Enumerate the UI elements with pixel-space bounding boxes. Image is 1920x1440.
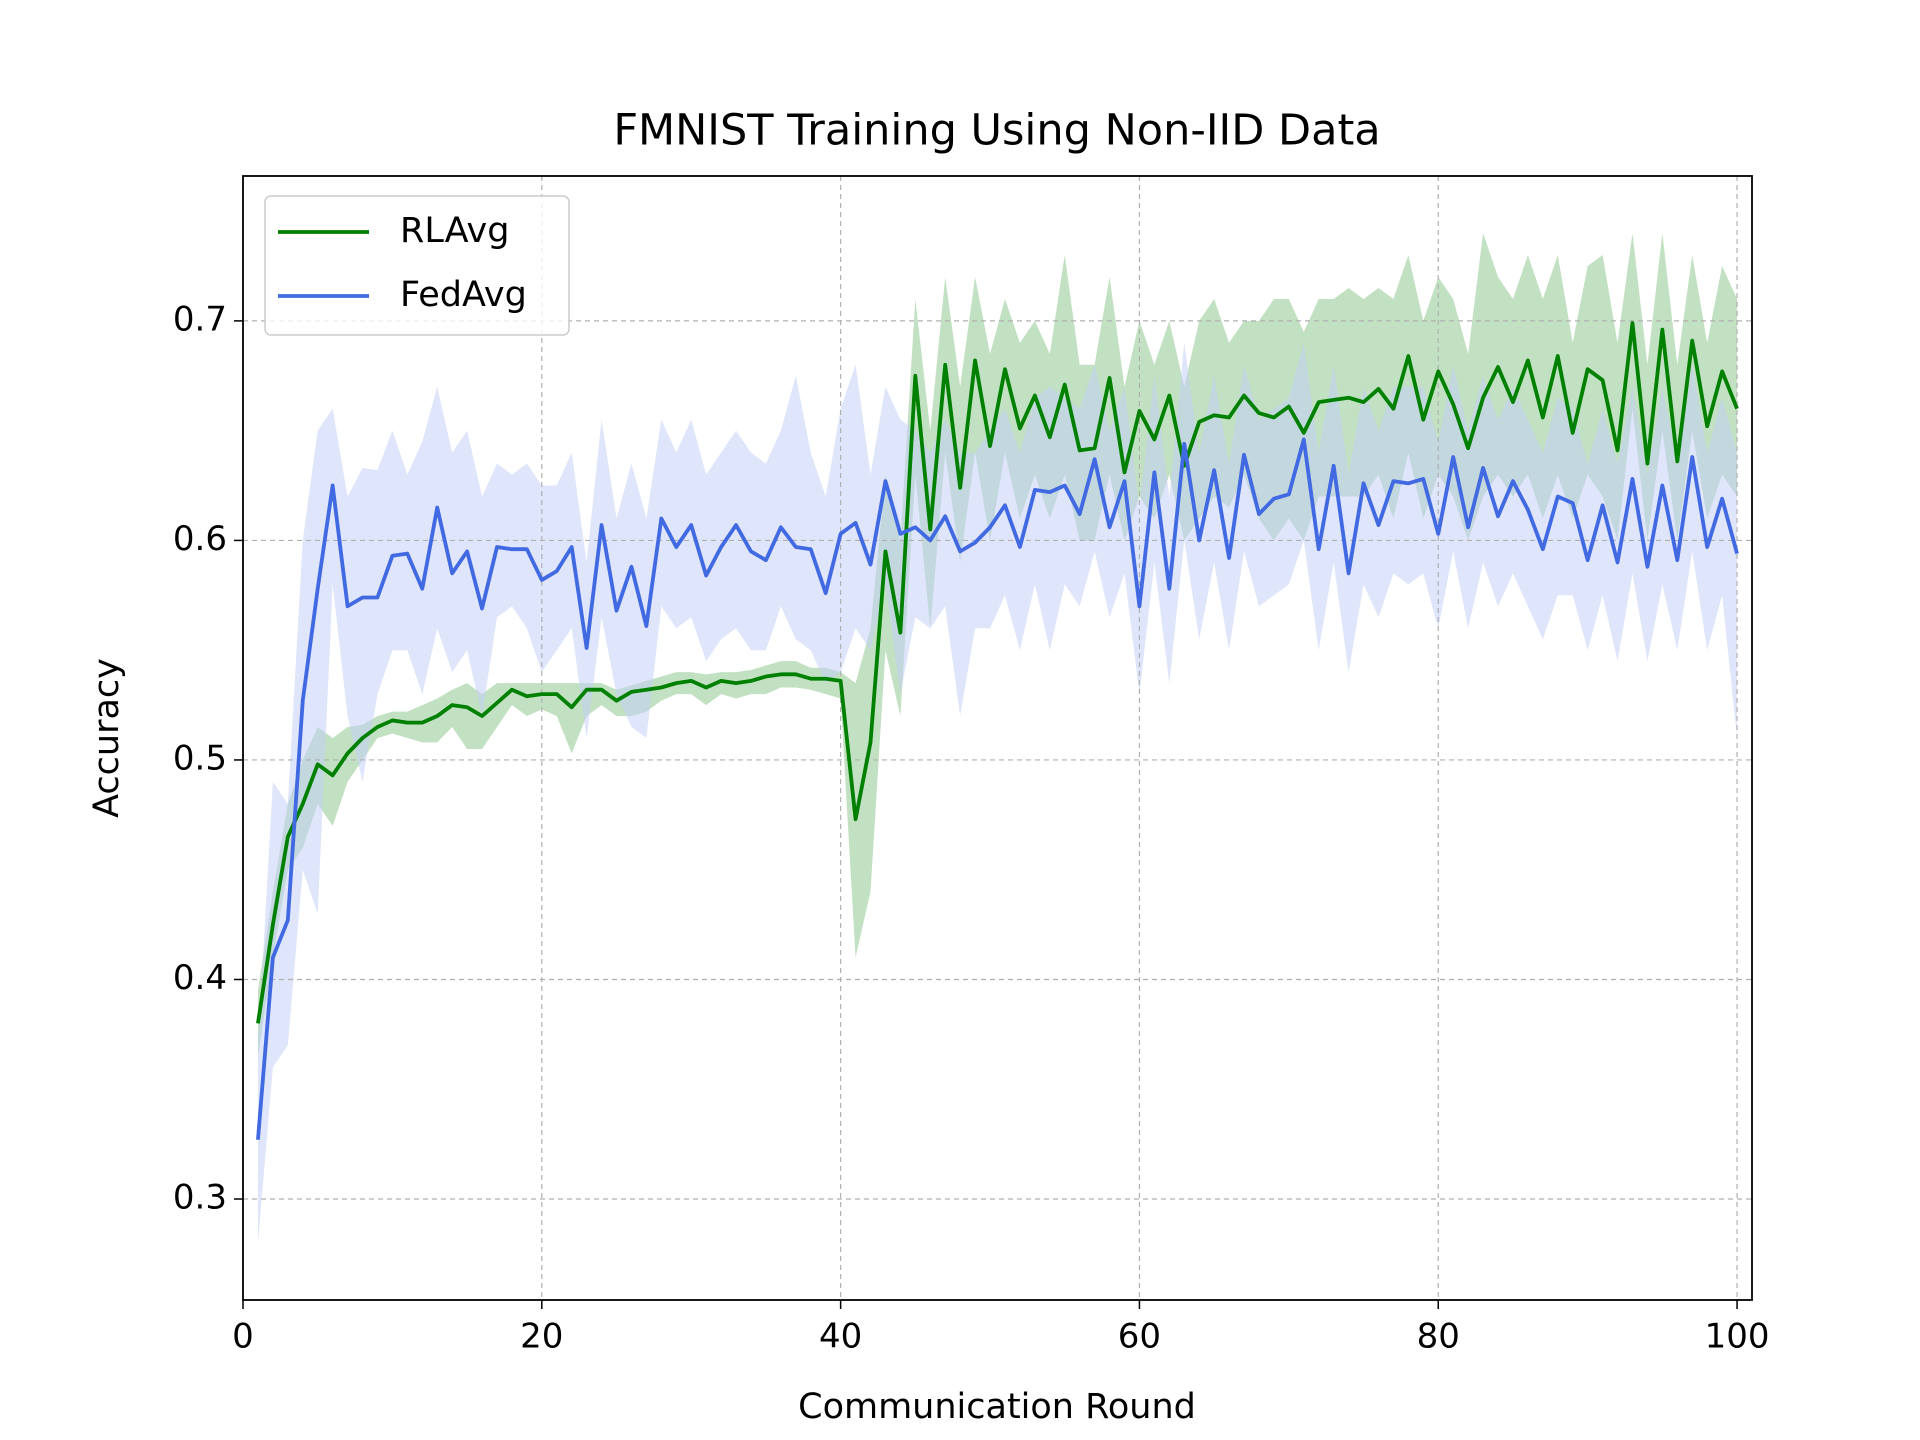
y-tick-label: 0.6 [173, 519, 227, 559]
x-axis-label: Communication Round [798, 1387, 1196, 1427]
y-tick-label: 0.5 [173, 738, 227, 778]
x-tick-label: 40 [819, 1317, 862, 1357]
legend-label: RLAvg [400, 211, 509, 251]
x-tick-label: 20 [520, 1317, 563, 1357]
y-tick-label: 0.3 [173, 1178, 227, 1218]
plot-frame [242, 175, 1753, 1301]
y-tick-label: 0.4 [173, 958, 227, 998]
x-tick-label: 0 [232, 1317, 254, 1357]
series-line [256, 321, 1739, 1024]
legend: RLAvg FedAvg [264, 195, 570, 336]
chart-title: FMNIST Training Using Non-IID Data [613, 106, 1380, 156]
y-axis-label: Accuracy [87, 658, 127, 818]
x-tick-label: 100 [1705, 1317, 1770, 1357]
y-tick-label: 0.7 [173, 299, 227, 339]
confidence-band [257, 342, 1738, 1243]
x-tick-label: 60 [1118, 1317, 1161, 1357]
series-line [256, 437, 1739, 1140]
legend-label: FedAvg [400, 275, 527, 315]
x-tick-label: 80 [1417, 1317, 1460, 1357]
